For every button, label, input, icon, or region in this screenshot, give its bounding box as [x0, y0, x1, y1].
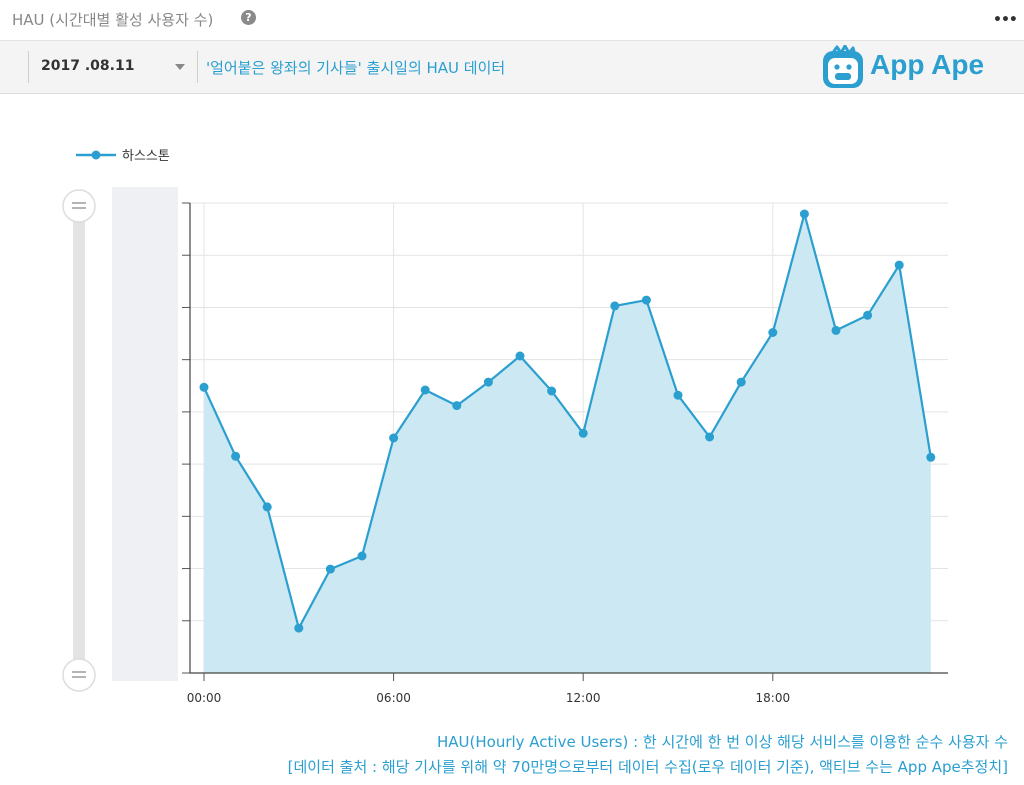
data-point[interactable] [483, 377, 493, 387]
widget-header: HAU (시간대별 활성 사용자 수) ? ••• [0, 0, 1024, 41]
range-slider[interactable] [62, 187, 178, 692]
x-tick-label: 18:00 [756, 691, 791, 705]
axes [189, 203, 948, 674]
legend-dot-marker [91, 150, 101, 160]
data-point[interactable] [231, 451, 241, 461]
data-point[interactable] [736, 377, 746, 387]
slider-selected-region [112, 187, 178, 681]
data-point[interactable] [926, 452, 936, 462]
app-ape-logo-text: App Ape [870, 49, 985, 80]
data-point[interactable] [515, 351, 525, 361]
slider-top-handle[interactable] [62, 189, 96, 223]
series-line [202, 212, 932, 630]
filter-bar: 2017 .08.11 '얼어붙은 왕좌의 기사들' 출시일의 HAU 데이터 … [0, 41, 1024, 94]
data-point[interactable] [799, 209, 809, 219]
data-point[interactable] [863, 310, 873, 320]
data-point[interactable] [389, 433, 399, 443]
data-point[interactable] [578, 428, 588, 438]
slider-bottom-handle[interactable] [62, 658, 96, 692]
caret-down-icon[interactable] [175, 64, 185, 70]
widget-title: HAU (시간대별 활성 사용자 수) [12, 11, 214, 29]
x-tick-label: 12:00 [566, 691, 601, 705]
data-point[interactable] [705, 432, 715, 442]
data-point[interactable] [357, 551, 367, 561]
data-point[interactable] [641, 295, 651, 305]
data-point[interactable] [452, 401, 462, 411]
data-point[interactable] [199, 382, 209, 392]
data-point[interactable] [831, 325, 841, 335]
plot-area [199, 209, 936, 673]
footnote-definition: HAU(Hourly Active Users) : 한 시간에 한 번 이상 … [436, 733, 1008, 751]
app-ape-logo-icon [823, 45, 863, 88]
x-tick-label: 00:00 [187, 691, 222, 705]
legend-label: 하스스톤 [122, 149, 170, 164]
data-point[interactable] [673, 390, 683, 400]
data-point[interactable] [547, 386, 557, 396]
x-axis-ticks: 00:00 06:00 12:00 18:00 [187, 673, 790, 705]
date-value: 2017 .08.11 [41, 58, 135, 74]
data-point[interactable] [325, 564, 335, 574]
question-circle-icon[interactable]: ? [241, 10, 256, 25]
data-point[interactable] [610, 301, 620, 311]
x-tick-label: 06:00 [376, 691, 411, 705]
data-point[interactable] [768, 328, 778, 337]
data-point[interactable] [262, 502, 272, 512]
slider-track [73, 205, 85, 675]
data-point[interactable] [894, 260, 904, 270]
more-dots-icon[interactable]: ••• [993, 12, 1018, 28]
data-point[interactable] [420, 385, 430, 395]
data-point[interactable] [294, 623, 304, 633]
series-area-fill [204, 214, 931, 673]
hau-chart: 하스스톤 00:00 06:00 12:00 18:00 [62, 149, 948, 705]
date-dropdown[interactable]: 2017 .08.11 [28, 51, 198, 83]
legend[interactable]: 하스스톤 [76, 149, 170, 164]
chart-subtitle: '얼어붙은 왕좌의 기사들' 출시일의 HAU 데이터 [206, 59, 506, 77]
footnote-source: [데이터 출처 : 해당 기사를 위해 약 70만명으로부터 데이터 수집(로우… [287, 758, 1008, 776]
